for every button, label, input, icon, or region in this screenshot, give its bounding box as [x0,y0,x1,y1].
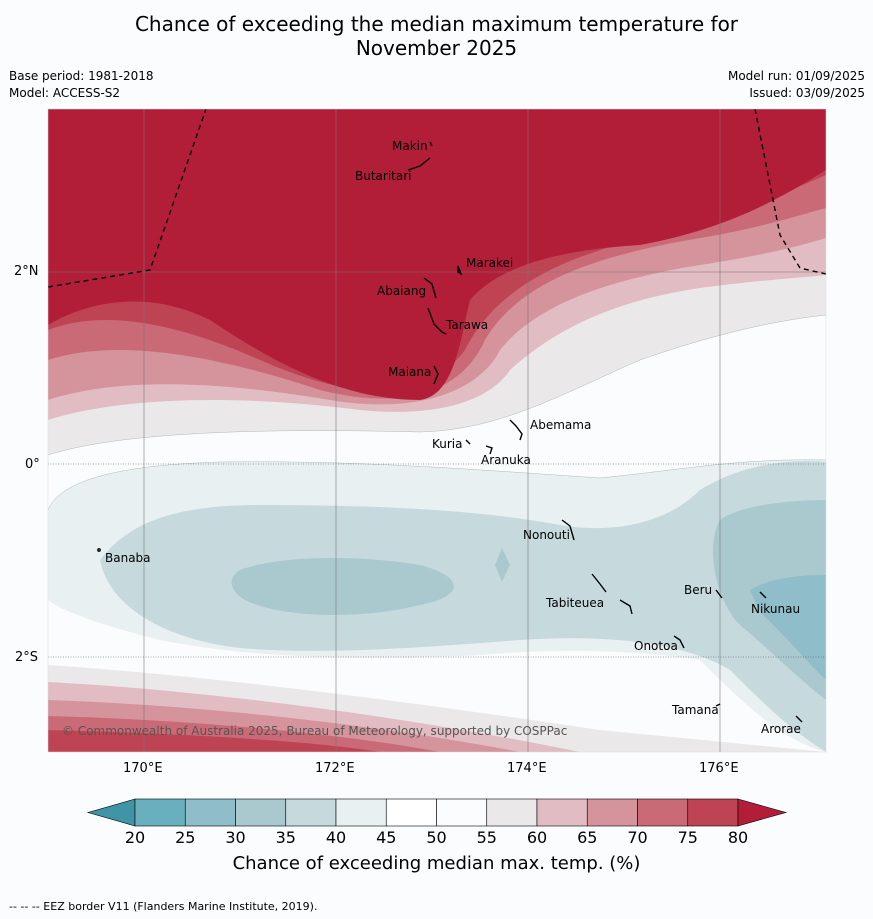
colorbar-segment [184,798,236,827]
meta-left: Base period: 1981-2018 Model: ACCESS-S2 [9,68,154,102]
band-south-75 [48,730,380,752]
island-label-banaba: Banaba [105,551,151,565]
issued-date: Issued: 03/09/2025 [749,86,865,100]
eez-border-east [754,109,826,275]
y-tick-2n: 2°N [14,264,39,279]
colorbar-segment [586,798,638,827]
x-tick-176e: 176°E [699,761,739,776]
colorbar-segment [385,798,437,827]
island-label-abemama: Abemama [530,418,592,432]
island-label-kuria: Kuria [432,437,463,451]
colorbar-tick-label: 65 [577,828,598,847]
x-tick-172e: 172°E [315,761,355,776]
island-label-butaritari: Butaritari [355,169,412,183]
band-25-east [750,575,826,680]
island-label-makin: Makin [392,139,428,153]
colorbar [86,798,788,827]
meta-right: Model run: 01/09/2025 Issued: 03/09/2025 [728,68,865,102]
colorbar-segment [134,798,186,827]
island-label-tabiteuea: Tabiteuea [546,596,605,610]
band-30-west [231,558,454,616]
island-label-tamana: Tamana [672,703,719,717]
colorbar-segment [436,798,488,827]
colorbar-tick-label: 35 [275,828,296,847]
title-line-1: Chance of exceeding the median maximum t… [134,12,739,36]
colorbar-tick-label: 20 [124,828,146,847]
colorbar-segment [486,798,538,827]
island-label-abaiang: Abaiang [377,284,427,298]
copyright-notice: © Commonwealth of Australia 2025, Bureau… [62,724,568,738]
colorbar-tick-label: 70 [627,828,648,847]
colorbar-segment [235,798,287,827]
grid-lines [48,109,826,752]
base-period: Base period: 1981-2018 [9,69,154,83]
island-label-arorae: Arorae [761,722,801,736]
island-label-onotoa: Onotoa [634,639,678,653]
colorbar-tick-label: 45 [376,828,397,847]
colorbar-tick-label: 25 [175,828,196,847]
island-label-tarawa: Tarawa [446,318,489,332]
band-35 [100,460,826,752]
x-tick-174e: 174°E [507,761,547,776]
island-label-marakei: Marakei [466,256,514,270]
colorbar-extend-low [86,798,136,827]
model-run: Model run: 01/09/2025 [727,69,865,83]
colorbar-segment [536,798,588,827]
atolls [97,141,803,723]
title-line-2: November 2025 [355,36,518,60]
island-label-nonouti: Nonouti [523,528,570,542]
colorbar-tick-label: 75 [677,828,698,847]
band-80 [48,109,826,400]
colorbar-tick-label: 50 [426,828,447,847]
y-tick-0: 0° [25,457,40,472]
island-label-beru: Beru [684,583,713,597]
map-title: Chance of exceeding the median maximum t… [0,12,873,60]
colorbar-tick-label: 55 [476,828,497,847]
island-label-aranuka: Aranuka [481,453,531,467]
colorbar-tick-label: 80 [727,828,749,847]
colorbar-segment [285,798,337,827]
plot-frame [47,108,827,753]
island-label-nikunau: Nikunau [751,602,801,616]
y-tick-2s: 2°S [15,650,39,665]
colorbar-segment [637,798,689,827]
colorbar-segment [687,798,739,827]
probability-field [48,109,826,752]
eez-border-west [48,109,207,288]
colorbar-tick-label: 30 [225,828,246,847]
colorbar-extend-high [737,798,788,827]
eez-border-footnote: -- -- -- EEZ border V11 (Flanders Marine… [9,900,318,913]
island-label-maiana: Maiana [388,365,432,379]
colorbar-tick-label: 60 [526,828,548,847]
x-tick-170e: 170°E [123,761,163,776]
colorbar-tick-label: 40 [325,828,347,847]
band-30-islet [495,548,510,582]
model-name: Model: ACCESS-S2 [9,86,121,100]
colorbar-segment [335,798,387,827]
colorbar-title: Chance of exceeding median max. temp. (%… [232,853,641,874]
